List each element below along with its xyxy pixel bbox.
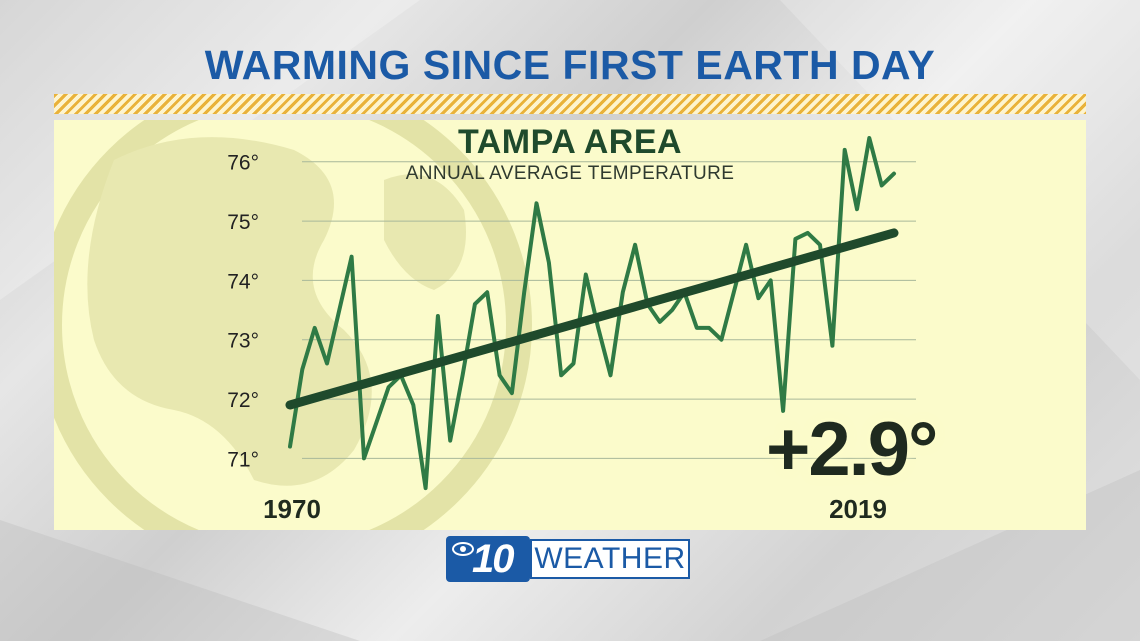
y-tick-label-74: 74° [227, 270, 259, 293]
series-line-temperature [288, 136, 896, 491]
logo-mark: 10 [446, 536, 530, 582]
logo-word: WEATHER [530, 539, 690, 579]
headline: WARMING SINCE FIRST EARTH DAY [204, 42, 936, 88]
chart-title: TAMPA AREA [457, 123, 683, 161]
station-logo: 10 WEATHER [446, 536, 694, 582]
y-tick-label-71: 71° [227, 448, 259, 471]
y-tick-label-75: 75° [227, 211, 259, 234]
temperature-change-label: +2.9° [766, 407, 938, 492]
y-tick-label-73: 73° [227, 330, 259, 353]
y-tick-label-72: 72° [227, 389, 259, 412]
x-tick-label-2019: 2019 [829, 494, 887, 524]
trend-line [285, 228, 899, 410]
hatched-divider [54, 94, 1086, 114]
chart-subtitle: ANNUAL AVERAGE TEMPERATURE [405, 163, 735, 184]
x-tick-label-1970: 1970 [263, 494, 321, 524]
line-chart: 71° 72° 73° 74° 75° 76° 1970 2019 [227, 136, 916, 524]
logo-number: 10 [472, 537, 514, 581]
chart-panel: TAMPA AREA ANNUAL AVERAGE TEMPERATURE 71… [54, 120, 1086, 530]
y-tick-label-76: 76° [227, 152, 259, 175]
eye-icon [452, 542, 474, 556]
